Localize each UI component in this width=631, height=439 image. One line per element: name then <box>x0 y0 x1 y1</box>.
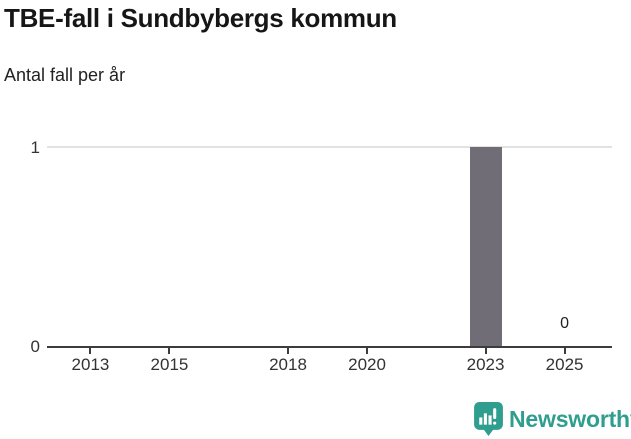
bar-2023 <box>469 147 502 346</box>
x-axis-tick <box>563 348 566 354</box>
x-axis-tick <box>484 348 487 354</box>
chart-subtitle: Antal fall per år <box>4 65 126 85</box>
plot-area: 2013 2015 2018 2020 2023 2025 0 1 0 <box>31 139 612 374</box>
chart-title: TBE-fall i Sundbybergs kommun <box>4 3 397 33</box>
y-tick-label: 0 <box>30 337 40 356</box>
x-tick-label: 2023 <box>466 355 505 374</box>
x-tick-label: 2025 <box>545 355 584 374</box>
brand-name: Newsworthy <box>509 405 631 432</box>
y-tick-label: 1 <box>30 138 40 157</box>
x-axis-line <box>47 346 612 348</box>
bar-value-label: 0 <box>560 315 570 332</box>
y-gridline <box>47 146 612 148</box>
x-axis-tick <box>89 348 92 354</box>
x-axis-tick <box>168 348 171 354</box>
newsworthy-logo-icon <box>474 402 503 436</box>
x-axis-tick <box>287 348 289 354</box>
x-tick-label: 2018 <box>269 355 307 374</box>
brand-footer: Newsworthy <box>474 402 631 436</box>
x-tick-label: 2020 <box>348 355 386 374</box>
x-tick-label: 2015 <box>150 355 189 374</box>
x-axis-tick <box>366 348 369 354</box>
x-tick-label: 2013 <box>71 355 110 374</box>
